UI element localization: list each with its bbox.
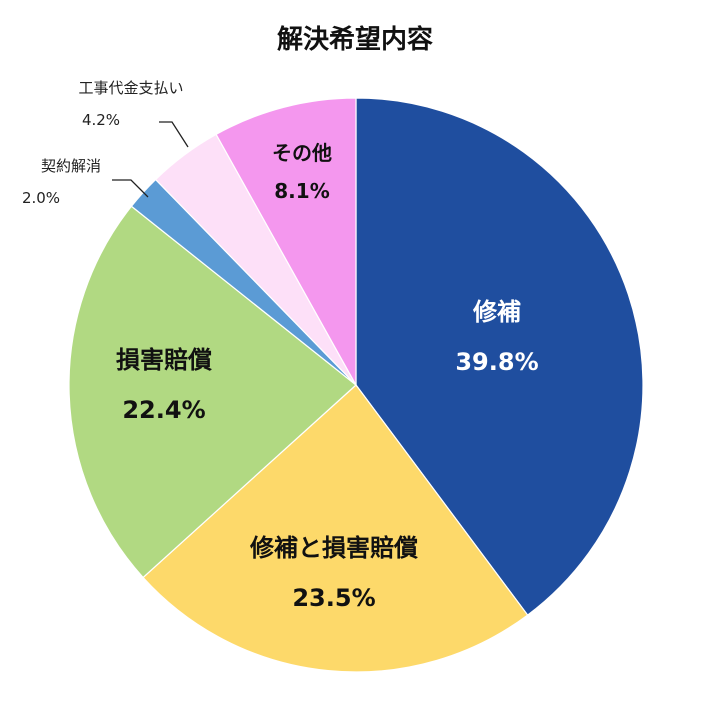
slices-group — [68, 97, 644, 673]
pie-slice-5 — [215, 97, 357, 388]
pie-slice-2 — [68, 205, 357, 579]
leader-line-4 — [159, 121, 189, 148]
slice-value-label-1: 23.5% — [292, 584, 375, 612]
slice-value-label-2: 22.4% — [122, 396, 205, 424]
labels-group: 修補 39.8% 修補と損害賠償 23.5% 損害賠償 22.4% 契約解消 2.0% 工事代金… — [22, 79, 539, 612]
slice-label-4: 工事代金支払い — [78, 79, 183, 97]
slice-label-2: 損害賠償 — [116, 346, 212, 374]
leader-lines-group — [112, 121, 189, 198]
chart-title: 解決希望内容 — [277, 24, 433, 55]
slice-value-label-5: 8.1% — [274, 179, 329, 203]
leader-line-3 — [112, 179, 149, 198]
slice-value-label-3: 2.0% — [22, 189, 60, 207]
slice-label-0: 修補 — [472, 298, 521, 326]
slice-label-1: 修補と損害賠償 — [249, 534, 418, 562]
pie-slice-0 — [355, 97, 644, 616]
pie-slice-1 — [142, 384, 529, 673]
slice-label-3: 契約解消 — [41, 157, 101, 175]
slice-label-5: その他 — [272, 141, 332, 165]
slice-value-label-4: 4.2% — [82, 111, 120, 129]
slice-value-label-0: 39.8% — [455, 348, 538, 376]
